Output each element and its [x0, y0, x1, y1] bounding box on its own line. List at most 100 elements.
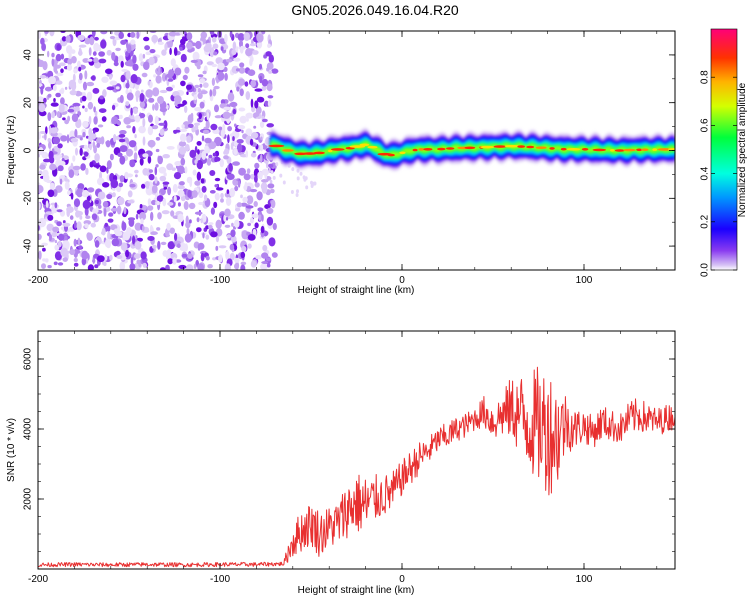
noise-speckle [201, 185, 207, 193]
noise-speckle [92, 141, 96, 149]
noise-speckle [229, 31, 233, 38]
noise-speckle [77, 111, 82, 116]
noise-speckle [177, 185, 185, 190]
noise-speckle [245, 150, 249, 158]
noise-speckle [76, 188, 84, 198]
noise-speckle [211, 77, 215, 86]
snr-y-axis: 2000 4000 6000 [23, 341, 675, 570]
noise-speckle [79, 147, 83, 156]
noise-speckle [209, 31, 215, 36]
noise-speckle [77, 118, 82, 128]
noise-speckle [205, 255, 210, 261]
noise-speckle [194, 180, 201, 186]
noise-speckle [98, 44, 102, 52]
noise-speckle [179, 46, 183, 51]
noise-speckle [182, 74, 188, 80]
spectrogram-y-axis: -40 -20 0 20 40 [23, 30, 675, 271]
noise-speckle [235, 68, 240, 72]
spectrogram-x-tick-label: 100 [576, 275, 593, 286]
noise-speckle [177, 202, 181, 207]
noise-speckle [41, 151, 49, 159]
noise-speckle [159, 128, 165, 136]
spectrogram-x-tick-label: -200 [28, 275, 48, 286]
noise-speckle [85, 215, 91, 219]
noise-speckle [89, 143, 92, 151]
noise-speckle [250, 132, 259, 139]
noise-speckle [62, 257, 68, 262]
noise-speckle [245, 205, 254, 209]
noise-speckle [233, 147, 238, 156]
noise-speckle [186, 227, 190, 236]
noise-speckle [64, 119, 69, 125]
noise-speckle [77, 34, 85, 41]
signal-peak [493, 145, 507, 148]
noise-speckle [255, 255, 262, 260]
noise-speckle [60, 87, 65, 95]
noise-speckle [38, 185, 44, 194]
noise-speckle [180, 157, 186, 166]
noise-speckle [159, 89, 168, 94]
noise-speckle [261, 86, 267, 91]
noise-speckle [67, 58, 73, 66]
noise-speckle [118, 182, 124, 188]
noise-speckle [204, 137, 212, 144]
noise-speckle [227, 134, 230, 144]
noise-speckle [154, 176, 158, 184]
noise-speckle [199, 78, 206, 84]
noise-speckle [189, 219, 192, 224]
noise-speckle [93, 129, 96, 134]
noise-speckle [265, 161, 269, 169]
noise-speckle [54, 251, 62, 261]
noise-speckle [225, 58, 233, 63]
noise-speckle [49, 127, 58, 134]
noise-speckle [213, 201, 218, 209]
snr-y-tick-label: 2000 [23, 487, 34, 510]
spectrogram-y-tick-label: -40 [23, 238, 34, 253]
snr-x-label: Height of straight line (km) [298, 585, 415, 596]
noise-speckle [174, 160, 182, 167]
snr-x-axis: -200 -100 0 100 [28, 331, 658, 585]
noise-speckle [291, 167, 295, 172]
noise-speckle [187, 123, 194, 128]
signal-peak [657, 148, 672, 151]
noise-speckle [142, 117, 146, 128]
noise-speckle [88, 115, 92, 125]
noise-speckle [235, 46, 239, 53]
noise-speckle [207, 264, 213, 269]
noise-speckle [223, 106, 232, 111]
noise-speckle [73, 258, 78, 262]
noise-speckle [87, 264, 94, 270]
noise-speckle [225, 250, 230, 260]
colorbar-tick-label: 0.0 [700, 263, 711, 277]
noise-speckle [237, 33, 245, 42]
noise-speckle [162, 181, 170, 185]
noise-speckle [233, 57, 241, 62]
noise-speckle [256, 96, 265, 103]
noise-speckle [148, 169, 153, 173]
noise-speckle [268, 237, 276, 247]
noise-speckle [77, 237, 81, 246]
noise-speckle [184, 66, 190, 74]
noise-speckle [55, 80, 63, 85]
noise-speckle [50, 102, 59, 107]
noise-speckle [245, 91, 251, 100]
noise-speckle [47, 189, 55, 198]
signal-peak [423, 148, 433, 151]
noise-speckle [41, 263, 46, 269]
noise-speckle [182, 36, 186, 42]
noise-speckle [143, 61, 150, 70]
noise-speckle [53, 98, 56, 103]
noise-speckle [132, 63, 139, 71]
noise-speckle [185, 215, 189, 225]
noise-speckle [151, 244, 157, 249]
noise-speckle [171, 167, 176, 171]
noise-speckle [139, 212, 147, 221]
noise-speckle [38, 103, 46, 113]
noise-speckle [106, 86, 115, 91]
noise-speckle [110, 179, 119, 189]
noise-speckle [258, 214, 262, 222]
snr-panel: -200 -100 0 100 2000 4000 6000 Height of stra… [6, 330, 676, 596]
noise-speckle [84, 37, 91, 45]
noise-speckle [139, 157, 144, 166]
noise-speckle [85, 135, 89, 139]
